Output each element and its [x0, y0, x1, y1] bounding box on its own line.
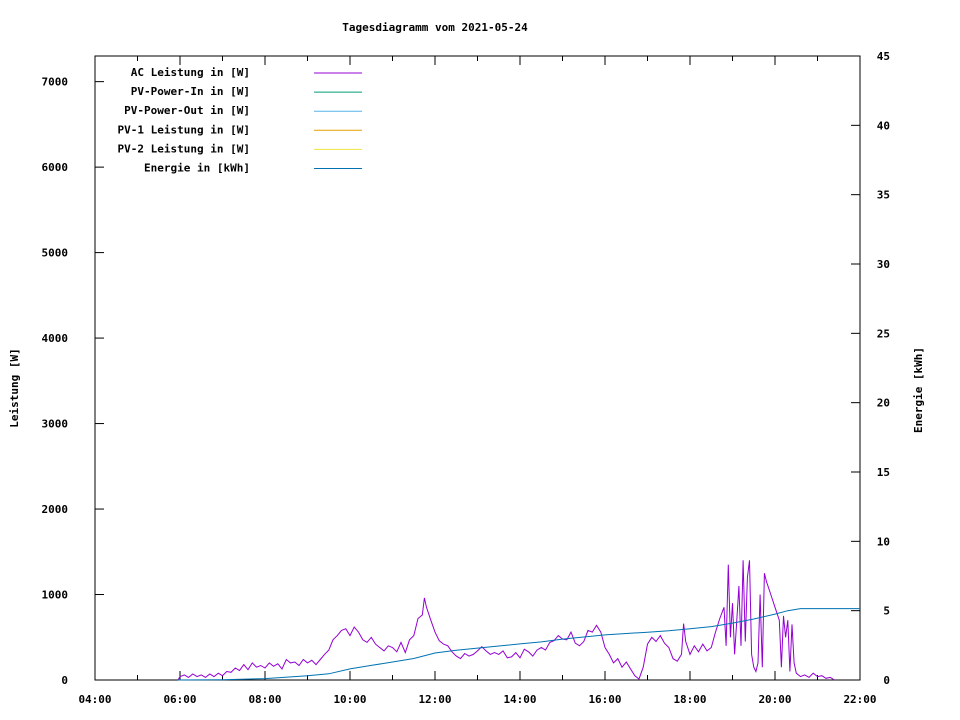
y-tick-label: 7000 — [42, 76, 69, 89]
x-tick-label: 18:00 — [673, 693, 706, 706]
y2-tick-label: 25 — [877, 327, 890, 340]
y-tick-label: 2000 — [42, 503, 69, 516]
x-tick-label: 10:00 — [333, 693, 366, 706]
y-tick-label: 0 — [61, 674, 68, 687]
y-tick-label: 4000 — [42, 332, 69, 345]
y-axis-label: Leistung [W] — [8, 348, 21, 427]
series-line-0 — [177, 560, 835, 681]
y2-tick-label: 30 — [877, 258, 890, 271]
legend-label: PV-1 Leistung in [W] — [118, 123, 250, 136]
y-tick-label: 6000 — [42, 161, 69, 174]
y2-tick-label: 15 — [877, 466, 890, 479]
legend-label: AC Leistung in [W] — [131, 66, 250, 79]
x-tick-label: 12:00 — [418, 693, 451, 706]
y2-tick-label: 45 — [877, 50, 890, 63]
y2-tick-label: 40 — [877, 119, 890, 132]
series-line-5 — [177, 608, 860, 681]
y2-tick-label: 20 — [877, 397, 890, 410]
legend-label: PV-Power-In in [W] — [131, 85, 250, 98]
legend-label: PV-Power-Out in [W] — [124, 104, 250, 117]
x-tick-label: 16:00 — [588, 693, 621, 706]
y2-tick-label: 0 — [883, 674, 890, 687]
x-tick-label: 22:00 — [843, 693, 876, 706]
x-tick-label: 08:00 — [248, 693, 281, 706]
y2-tick-label: 5 — [883, 605, 890, 618]
legend-label: PV-2 Leistung in [W] — [118, 142, 250, 155]
chart-title: Tagesdiagramm vom 2021-05-24 — [342, 21, 528, 34]
x-tick-label: 20:00 — [758, 693, 791, 706]
y-tick-label: 3000 — [42, 418, 69, 431]
y2-tick-label: 10 — [877, 535, 890, 548]
x-tick-label: 14:00 — [503, 693, 536, 706]
x-tick-label: 04:00 — [78, 693, 111, 706]
y-tick-label: 1000 — [42, 589, 69, 602]
y2-axis-label: Energie [kWh] — [912, 347, 925, 433]
y2-tick-label: 35 — [877, 189, 890, 202]
x-tick-label: 06:00 — [163, 693, 196, 706]
y-tick-label: 5000 — [42, 247, 69, 260]
legend-label: Energie in [kWh] — [144, 162, 250, 175]
